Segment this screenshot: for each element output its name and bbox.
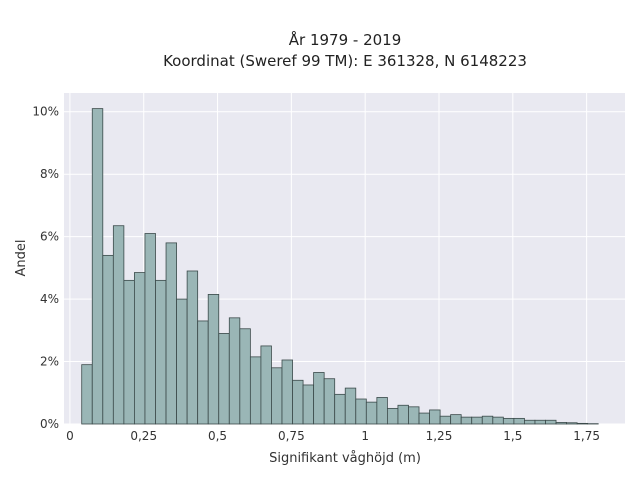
histogram-bar: [207, 294, 220, 425]
x-tick-label: 0,5: [208, 429, 227, 443]
histogram-bar: [408, 406, 420, 425]
x-tick-label: 1,75: [573, 429, 600, 443]
histogram-bar: [376, 397, 388, 425]
histogram-bar: [344, 387, 357, 425]
x-tick-label: 0: [66, 429, 74, 443]
histogram-bar: [176, 298, 188, 425]
histogram-bar: [165, 242, 177, 425]
histogram-bar: [524, 419, 536, 425]
bars: [81, 108, 599, 425]
histogram-bar: [239, 328, 251, 425]
histogram-bar: [429, 409, 441, 425]
histogram-bar: [334, 393, 346, 425]
histogram-bar: [355, 398, 367, 425]
y-tick-label: 0%: [40, 417, 59, 431]
histogram-bar: [545, 419, 557, 425]
histogram-bar: [102, 254, 114, 425]
chart-title-line1: År 1979 - 2019: [289, 30, 402, 49]
histogram-bar: [555, 422, 567, 425]
histogram-bar: [576, 422, 589, 425]
histogram-bar: [471, 416, 483, 425]
histogram-bar: [418, 412, 430, 425]
histogram-bar: [439, 415, 452, 425]
histogram-bar: [123, 279, 135, 425]
histogram-bar: [134, 272, 146, 425]
histogram-bar: [566, 422, 578, 425]
histogram-bar: [155, 279, 167, 425]
histogram-bar: [492, 416, 504, 425]
y-axis-label: Andel: [14, 240, 29, 277]
histogram-bar: [450, 414, 462, 425]
y-tick-label: 6%: [40, 230, 59, 244]
histogram-bar: [249, 356, 262, 425]
x-axis-label: Signifikant våghöjd (m): [269, 451, 421, 466]
grid-lines: [64, 93, 625, 425]
histogram-bar: [513, 417, 525, 425]
histogram-bar: [112, 225, 125, 425]
y-tick-label: 8%: [40, 167, 59, 181]
chart-title-line2: Koordinat (Sweref 99 TM): E 361328, N 61…: [163, 52, 527, 70]
x-tick-label: 1,25: [426, 429, 453, 443]
histogram-bar: [323, 378, 336, 425]
y-tick-label: 4%: [40, 292, 59, 306]
histogram-bar: [313, 372, 325, 425]
histogram-bar: [302, 384, 315, 425]
y-tick-label: 2%: [40, 355, 59, 369]
x-tick-label: 0,75: [278, 429, 305, 443]
histogram-bar: [365, 401, 378, 425]
histogram-bar: [271, 367, 283, 425]
y-tick-label: 10%: [32, 105, 59, 119]
x-tick-label: 1,5: [503, 429, 522, 443]
histogram-bar: [292, 379, 304, 425]
histogram-bar: [260, 345, 272, 425]
histogram-bar: [144, 233, 156, 425]
histogram-bar: [387, 407, 399, 425]
histogram-bar: [91, 108, 104, 425]
histogram-bar: [281, 359, 293, 425]
histogram-bar: [397, 404, 409, 425]
histogram-bar: [186, 270, 199, 425]
histogram-bar: [218, 333, 230, 425]
histogram-bar: [460, 416, 473, 425]
histogram-bar: [534, 419, 546, 425]
histogram-bar: [81, 364, 93, 425]
histogram-bar: [481, 415, 494, 425]
histogram-bar: [502, 417, 515, 425]
histogram-bar: [197, 320, 209, 425]
x-tick-label: 1: [361, 429, 369, 443]
x-tick-labels: 0 0,25 0,5 0,75 1 1,25 1,5 1,75: [66, 429, 600, 443]
x-tick-label: 0,25: [130, 429, 157, 443]
histogram-bar: [228, 317, 241, 425]
y-tick-labels: 0% 2% 4% 6% 8% 10%: [32, 105, 59, 431]
